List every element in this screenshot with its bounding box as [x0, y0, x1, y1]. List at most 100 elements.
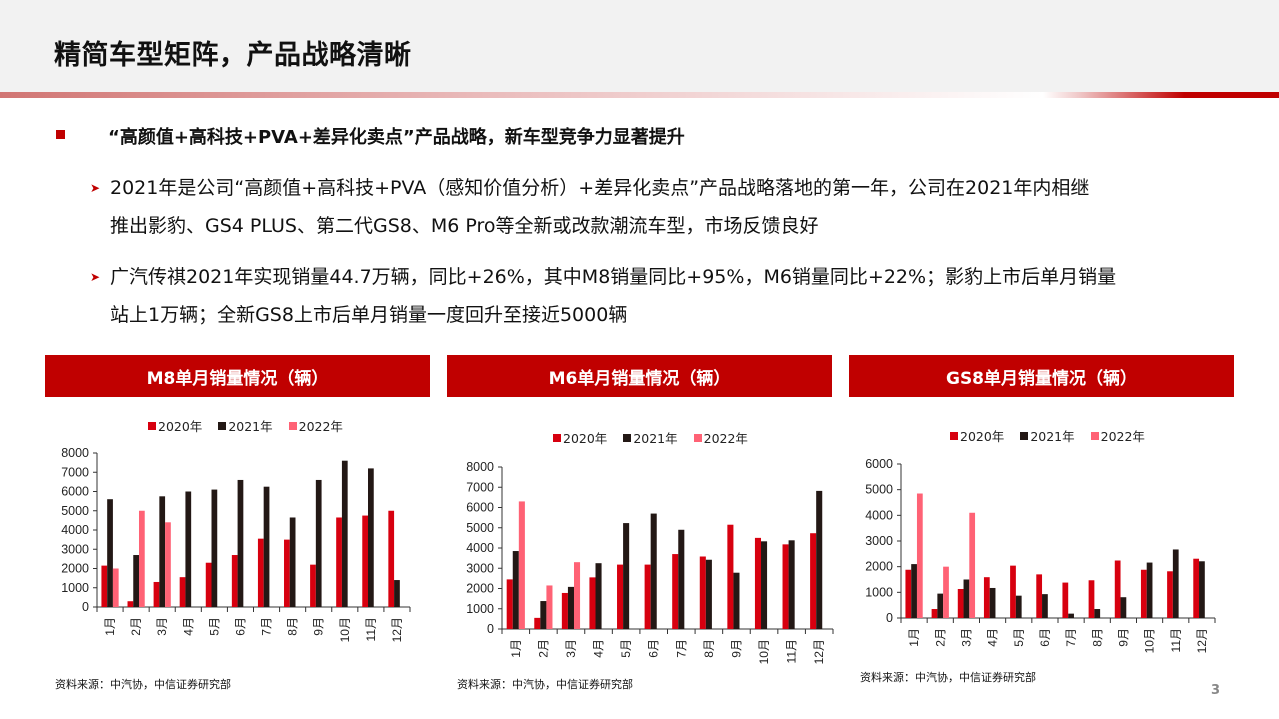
- sub-bullet-line: 广汽传祺2021年实现销量44.7万辆，同比+26%，其中M8销量同比+95%，…: [110, 266, 1117, 288]
- svg-text:2月: 2月: [933, 628, 947, 647]
- svg-text:6000: 6000: [466, 501, 494, 515]
- legend-swatch-icon: [623, 433, 632, 442]
- legend-item: 2022年: [288, 416, 343, 435]
- svg-text:2000: 2000: [61, 562, 89, 576]
- legend-swatch-icon: [1090, 431, 1099, 440]
- sub-bullet-line: 推出影豹、GS4 PLUS、第二代GS8、M6 Pro等全新或改款潮流车型，市场…: [110, 215, 819, 237]
- chart-title-gs8: GS8单月销量情况（辆）: [849, 355, 1234, 397]
- page-title: 精简车型矩阵，产品战略清晰: [54, 40, 412, 71]
- legend-item: 2020年: [950, 426, 1004, 445]
- legend-label: 2021年: [633, 431, 678, 446]
- svg-text:5月: 5月: [207, 617, 221, 636]
- svg-text:12月: 12月: [1195, 628, 1209, 653]
- svg-text:10月: 10月: [1143, 628, 1157, 653]
- svg-text:0: 0: [487, 622, 494, 636]
- legend-label: 2021年: [1030, 429, 1075, 444]
- svg-text:6000: 6000: [61, 485, 89, 499]
- svg-text:2000: 2000: [466, 582, 494, 596]
- source-note-m8: 资料来源：中汽协，中信证券研究部: [55, 678, 231, 691]
- svg-text:6月: 6月: [233, 617, 247, 636]
- svg-text:10月: 10月: [757, 639, 771, 664]
- legend-swatch-icon: [553, 433, 561, 442]
- sub-bullet-text: 广汽传祺2021年实现销量44.7万辆，同比+26%，其中M8销量同比+95%，…: [110, 258, 1220, 334]
- svg-text:3000: 3000: [61, 542, 89, 556]
- svg-text:10月: 10月: [338, 617, 352, 642]
- svg-text:6月: 6月: [1038, 628, 1052, 647]
- svg-text:11月: 11月: [785, 639, 799, 663]
- svg-text:7月: 7月: [674, 639, 688, 658]
- legend-label: 2020年: [960, 429, 1005, 444]
- svg-text:3月: 3月: [959, 628, 973, 647]
- chart-legend: 2020年 2021年 2022年: [553, 428, 748, 447]
- svg-text:12月: 12月: [812, 639, 826, 664]
- svg-text:6000: 6000: [865, 457, 893, 471]
- svg-text:9月: 9月: [729, 639, 743, 658]
- svg-text:8月: 8月: [1090, 628, 1104, 647]
- legend-swatch-icon: [218, 421, 227, 430]
- page-number: 3: [1211, 683, 1221, 698]
- svg-text:2000: 2000: [865, 560, 893, 574]
- svg-text:4月: 4月: [592, 639, 606, 658]
- arrow-bullet-icon: ➤: [90, 270, 101, 284]
- svg-text:3000: 3000: [865, 534, 893, 548]
- section-heading: “高颜值+高科技+PVA+差异化卖点”产品战略，新车型竞争力显著提升: [108, 127, 685, 148]
- svg-text:0: 0: [886, 611, 893, 625]
- legend-item: 2020年: [553, 428, 607, 447]
- svg-text:8000: 8000: [466, 460, 494, 474]
- svg-text:3000: 3000: [466, 561, 494, 575]
- svg-text:8000: 8000: [61, 446, 89, 460]
- sub-bullet-line: 2021年是公司“高颜值+高科技+PVA（感知价值分析）+差异化卖点”产品战略落…: [110, 177, 1090, 199]
- svg-text:6月: 6月: [647, 639, 661, 658]
- legend-label: 2021年: [228, 419, 273, 434]
- svg-text:8月: 8月: [286, 617, 300, 636]
- title-bar: 精简车型矩阵，产品战略清晰: [0, 0, 1279, 92]
- chart-title-m6: M6单月销量情况（辆）: [447, 355, 832, 397]
- legend-item: 2021年: [218, 416, 273, 435]
- legend-swatch-icon: [148, 421, 156, 430]
- svg-text:2月: 2月: [536, 639, 550, 658]
- square-bullet-icon: [56, 130, 65, 139]
- legend-swatch-icon: [693, 433, 702, 442]
- chart-title-m8: M8单月销量情况（辆）: [45, 355, 430, 397]
- legend-item: 2022年: [693, 428, 748, 447]
- svg-text:4月: 4月: [181, 617, 195, 636]
- legend-swatch-icon: [1020, 431, 1029, 440]
- svg-text:12月: 12月: [390, 617, 404, 642]
- svg-text:7000: 7000: [61, 465, 89, 479]
- source-note-m6: 资料来源：中汽协，中信证券研究部: [457, 678, 633, 691]
- legend-item: 2020年: [148, 416, 202, 435]
- svg-text:5月: 5月: [619, 639, 633, 658]
- svg-text:1月: 1月: [103, 617, 117, 636]
- svg-text:1000: 1000: [865, 585, 893, 599]
- svg-text:3月: 3月: [564, 639, 578, 658]
- svg-text:1月: 1月: [907, 628, 921, 647]
- legend-item: 2022年: [1090, 426, 1145, 445]
- legend-label: 2022年: [703, 431, 748, 446]
- svg-text:9月: 9月: [1116, 628, 1130, 647]
- svg-text:2月: 2月: [129, 617, 143, 636]
- legend-label: 2020年: [563, 431, 608, 446]
- svg-text:5月: 5月: [1012, 628, 1026, 647]
- svg-text:7月: 7月: [1064, 628, 1078, 647]
- svg-text:8月: 8月: [702, 639, 716, 658]
- svg-text:1000: 1000: [466, 602, 494, 616]
- svg-text:4000: 4000: [61, 523, 89, 537]
- legend-label: 2022年: [298, 419, 343, 434]
- svg-text:9月: 9月: [312, 617, 326, 636]
- source-note-gs8: 资料来源：中汽协，中信证券研究部: [860, 671, 1036, 684]
- legend-swatch-icon: [288, 421, 297, 430]
- svg-text:11月: 11月: [364, 617, 378, 641]
- legend-item: 2021年: [1020, 426, 1075, 445]
- svg-text:7000: 7000: [466, 480, 494, 494]
- svg-text:4000: 4000: [466, 541, 494, 555]
- svg-text:0: 0: [82, 600, 89, 614]
- svg-text:4000: 4000: [865, 508, 893, 522]
- svg-text:7月: 7月: [260, 617, 274, 636]
- legend-label: 2020年: [158, 419, 203, 434]
- svg-text:5000: 5000: [466, 521, 494, 535]
- legend-swatch-icon: [950, 431, 958, 440]
- svg-text:5000: 5000: [865, 483, 893, 497]
- sub-bullet-line: 站上1万辆；全新GS8上市后单月销量一度回升至接近5000辆: [110, 304, 628, 326]
- svg-text:5000: 5000: [61, 504, 89, 518]
- svg-text:1000: 1000: [61, 581, 89, 595]
